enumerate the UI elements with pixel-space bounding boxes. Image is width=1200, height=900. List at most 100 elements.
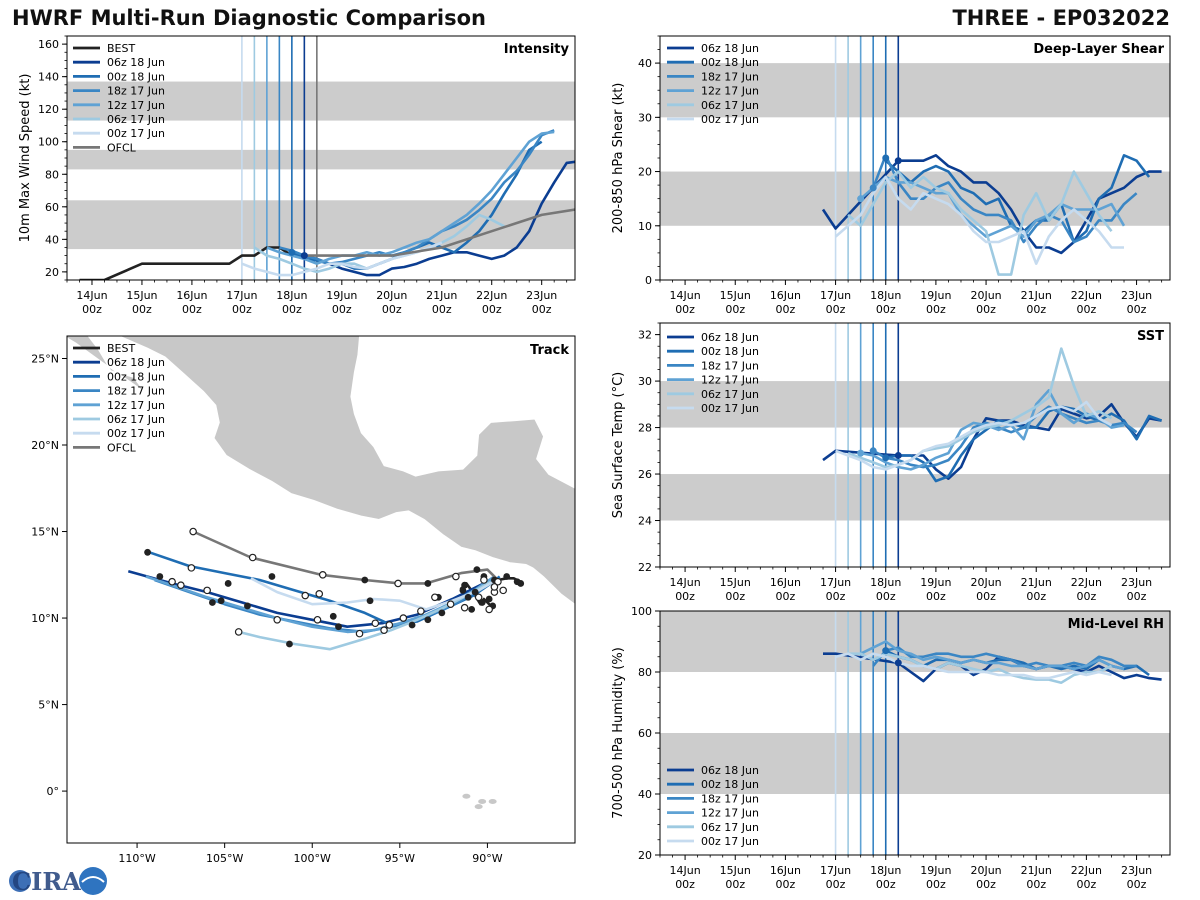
legend-label-00z-17-jun: 00z 17 Jun <box>701 402 759 415</box>
track-point-open <box>168 577 176 586</box>
legend-label-00z-17-jun: 00z 17 Jun <box>701 113 759 126</box>
x-tick-label-day: 15Jun <box>720 576 751 589</box>
legend-label-18z-17-jun: 18z 17 Jun <box>701 359 759 372</box>
x-tick-label-day: 23Jun <box>1121 289 1152 302</box>
galapagos-island <box>478 798 487 804</box>
intensity-panel: 2040608010012014016014Jun00z15Jun00z16Ju… <box>18 35 576 316</box>
series-line-00z-17-jun <box>241 241 443 277</box>
legend-label-06z-17-jun: 06z 17 Jun <box>701 821 759 834</box>
x-tick-label-day: 22Jun <box>1071 289 1102 302</box>
track-point-filled <box>503 573 511 580</box>
x-tick-label-hour: 00z <box>1077 590 1097 603</box>
init-point-18z-17-jun <box>869 184 877 192</box>
rh-plot-area <box>660 611 1170 855</box>
y-tick-label: 120 <box>38 103 59 116</box>
y-tick-label: 28 <box>638 422 652 435</box>
track-point-open <box>187 564 196 572</box>
y-tick-label: 140 <box>38 71 59 84</box>
init-point-00z-18-jun <box>882 454 890 462</box>
legend-label-12z-17-jun: 12z 17 Jun <box>701 85 759 98</box>
lon-tick-label: 90°W <box>472 852 502 865</box>
y-tick-label: 40 <box>638 57 652 70</box>
x-tick-label-day: 20Jun <box>376 289 407 302</box>
x-tick-label-day: 16Jun <box>770 864 801 877</box>
y-tick-label: 0 <box>645 274 652 287</box>
track-line-00z-18-jun <box>148 551 501 627</box>
cira-logo-swoosh-icon <box>81 876 105 883</box>
legend-label-06z-18-jun: 06z 18 Jun <box>701 42 759 55</box>
legend-label-00z-17-jun: 00z 17 Jun <box>107 127 165 140</box>
x-tick-label-day: 20Jun <box>970 864 1001 877</box>
sst-y-axis-label: Sea Surface Temp (°C) <box>611 372 626 519</box>
x-tick-label-day: 15Jun <box>720 864 751 877</box>
track-point-filled <box>478 599 486 606</box>
y-tick-label: 100 <box>631 605 652 618</box>
lon-tick-label: 105°W <box>206 852 243 865</box>
series-line-best <box>79 246 305 280</box>
track-point-open <box>385 621 394 629</box>
legend-label-12z-17-jun: 12z 17 Jun <box>701 374 759 387</box>
y-tick-label: 20 <box>638 166 652 179</box>
series-line-00z-17-jun <box>835 400 1113 471</box>
track-point-filled <box>464 593 472 601</box>
track-point-open <box>315 590 324 598</box>
x-tick-label-hour: 00z <box>675 303 695 316</box>
track-point-filled <box>471 588 479 596</box>
rh-panel-title: Mid-Level RH <box>1068 617 1164 632</box>
init-point-00z-18-jun <box>882 647 890 655</box>
x-tick-label-day: 23Jun <box>526 289 557 302</box>
x-tick-label-hour: 00z <box>976 303 996 316</box>
x-tick-label-hour: 00z <box>1026 878 1046 891</box>
x-tick-label-day: 17Jun <box>820 864 851 877</box>
x-tick-label-hour: 00z <box>776 590 796 603</box>
y-tick-label: 26 <box>638 468 652 481</box>
x-tick-label-day: 18Jun <box>870 576 901 589</box>
intensity-y-axis-label: 10m Max Wind Speed (kt) <box>18 74 33 243</box>
y-tick-label: 22 <box>638 561 652 574</box>
y-tick-label: 20 <box>45 266 59 279</box>
y-tick-label: 40 <box>45 233 59 246</box>
lon-tick-label: 100°W <box>294 852 331 865</box>
track-point-filled <box>424 580 432 587</box>
track-point-open <box>301 591 310 600</box>
x-tick-label-day: 23Jun <box>1121 576 1152 589</box>
track-point-open <box>485 605 493 614</box>
lon-tick-label: 110°W <box>118 852 155 865</box>
track-point-filled <box>224 580 232 587</box>
y-tick-label: 160 <box>38 38 59 51</box>
track-point-filled <box>329 612 337 620</box>
storm-id-title: THREE - EP032022 <box>952 6 1170 30</box>
y-tick-label: 40 <box>638 788 652 801</box>
lat-tick-label: 0° <box>47 785 60 798</box>
legend-label-06z-17-jun: 06z 17 Jun <box>107 113 165 126</box>
init-point-12z-17-jun <box>857 195 865 203</box>
x-tick-label-day: 19Jun <box>326 289 357 302</box>
x-tick-label-hour: 00z <box>826 878 846 891</box>
x-tick-label-day: 20Jun <box>970 289 1001 302</box>
legend-label-00z-17-jun: 00z 17 Jun <box>107 427 165 440</box>
threshold-band <box>660 733 1170 794</box>
legend-label-18z-17-jun: 18z 17 Jun <box>107 85 165 98</box>
x-tick-label-day: 14Jun <box>669 289 700 302</box>
x-tick-label-day: 14Jun <box>76 289 107 302</box>
x-tick-label-hour: 00z <box>1127 878 1147 891</box>
track-point-open <box>273 615 282 624</box>
x-tick-label-hour: 00z <box>1077 303 1097 316</box>
track-point-open <box>380 626 388 634</box>
x-tick-label-hour: 00z <box>232 303 252 316</box>
cira-logo: CIRA <box>9 867 107 896</box>
x-tick-label-hour: 00z <box>532 303 552 316</box>
legend-label-06z-18-jun: 06z 18 Jun <box>701 331 759 344</box>
series-line-06z-17-jun <box>847 170 1113 276</box>
track-point-filled <box>286 640 293 648</box>
track-panel: 110°W 105°W 100°W 95°W 90°W 0° 5°N 10°N 15°N 20°N… <box>31 335 576 865</box>
threshold-band <box>67 200 575 250</box>
x-tick-label-hour: 00z <box>826 590 846 603</box>
series-line-00z-17-jun <box>834 175 1124 266</box>
x-tick-label-day: 15Jun <box>126 289 157 302</box>
series-line-06z-18-jun <box>303 160 575 277</box>
galapagos-island <box>474 804 483 810</box>
series-line-18z-17-jun <box>871 154 1138 244</box>
x-tick-label-hour: 00z <box>725 303 745 316</box>
